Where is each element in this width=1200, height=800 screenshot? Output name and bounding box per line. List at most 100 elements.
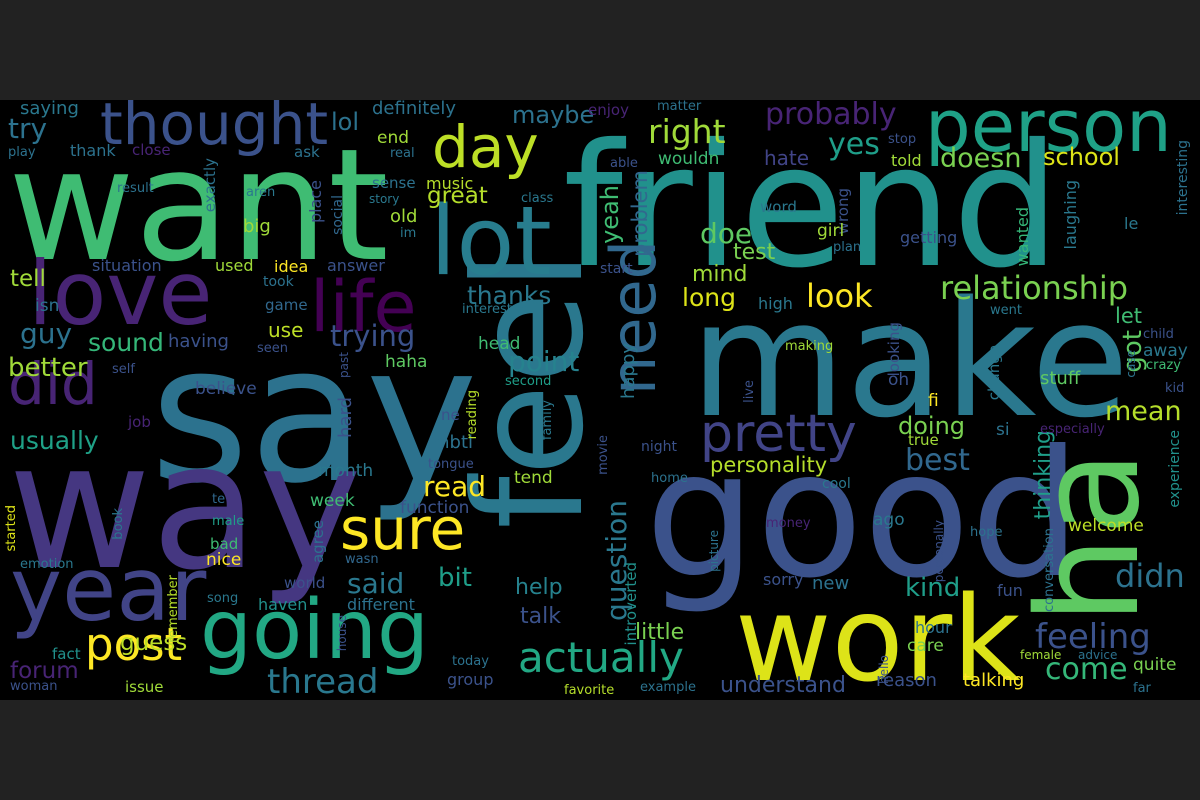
word-te: te xyxy=(212,492,226,507)
word-talk: talk xyxy=(520,604,561,629)
word-song: song xyxy=(207,591,239,606)
word-able: able xyxy=(610,156,638,171)
word-said: said xyxy=(347,567,405,600)
word-welcome: welcome xyxy=(1068,516,1144,536)
word-emotion: emotion xyxy=(20,557,74,572)
word-world: world xyxy=(284,574,326,592)
word-saying: saying xyxy=(20,100,79,119)
word-sense: sense xyxy=(372,174,416,192)
word-good: good xyxy=(645,414,1082,617)
word-group: group xyxy=(447,670,494,689)
word-probably: probably xyxy=(765,100,897,132)
word-nice: nice xyxy=(206,550,242,570)
word-personally: personally xyxy=(932,520,946,583)
word-relationship: relationship xyxy=(940,269,1129,307)
word-bad: bad xyxy=(210,535,239,553)
word-story: story xyxy=(369,192,400,206)
word-week: week xyxy=(310,491,355,511)
word-hate: hate xyxy=(764,146,810,170)
word-day: day xyxy=(432,113,539,181)
word-point: point xyxy=(508,345,580,378)
word-play: play xyxy=(8,145,36,160)
word-wanted: wanted xyxy=(1013,207,1032,267)
word-result: result xyxy=(117,181,154,196)
word-took: took xyxy=(263,274,294,290)
word-didn: didn xyxy=(1115,557,1185,595)
word-oh: oh xyxy=(888,370,910,390)
word-thought: thought xyxy=(100,100,329,158)
word-quite: quite xyxy=(1133,655,1177,675)
word-test: test xyxy=(733,240,776,265)
word-bit: bit xyxy=(438,563,472,593)
word-favorite: favorite xyxy=(564,683,615,698)
word-haven: haven xyxy=(258,595,308,614)
word-word: word xyxy=(760,198,797,216)
word-game: game xyxy=(265,296,308,314)
word-far: far xyxy=(1133,681,1151,696)
word-introverted: introverted xyxy=(622,562,640,646)
word-advice: advice xyxy=(1078,648,1118,662)
word-talking: talking xyxy=(963,670,1025,691)
word-mind: mind xyxy=(692,262,748,287)
word-job: job xyxy=(128,413,151,431)
word-change: change xyxy=(985,345,1003,401)
word-le: le xyxy=(1124,214,1139,233)
word-doesn: doesn xyxy=(940,143,1022,174)
word-close: close xyxy=(132,141,171,159)
word-love: love xyxy=(28,242,213,345)
word-matter: matter xyxy=(657,100,702,114)
word-crazy: crazy xyxy=(1146,358,1181,373)
word-true: true xyxy=(908,431,939,449)
word-kid: kid xyxy=(1165,381,1185,396)
word-family: family xyxy=(540,400,555,441)
word-little: little xyxy=(635,620,685,645)
word-getting: getting xyxy=(900,228,958,247)
word-tend: tend xyxy=(514,468,553,488)
word-forum: forum xyxy=(10,658,79,684)
word-told: told xyxy=(891,151,922,170)
word-fact: fact xyxy=(52,645,81,663)
word-female: female xyxy=(1020,648,1062,662)
word-situation: situation xyxy=(92,256,162,275)
word-actually: actually xyxy=(518,633,684,682)
word-si: si xyxy=(996,420,1010,440)
word-exactly: exactly xyxy=(201,158,219,213)
word-guess: guess xyxy=(120,630,188,656)
word-ago: ago xyxy=(873,510,905,530)
word-personality: personality xyxy=(710,453,828,477)
word-function: function xyxy=(400,498,470,518)
word-home: home xyxy=(651,471,688,486)
word-want: want xyxy=(8,115,389,296)
word-sorry: sorry xyxy=(763,570,804,589)
word-experience: experience xyxy=(1167,430,1183,508)
word-lol: lol xyxy=(331,108,360,136)
word-hour: hour xyxy=(915,618,952,637)
word-haha: haha xyxy=(385,352,428,372)
word-away: away xyxy=(1143,341,1188,361)
word-ne: ne xyxy=(441,406,460,424)
word-pretty: pretty xyxy=(700,404,857,464)
word-fun: fun xyxy=(997,581,1023,600)
word-going: going xyxy=(200,583,430,678)
word-end: end xyxy=(377,128,410,148)
word-try: try xyxy=(8,112,48,145)
word-agree: agree xyxy=(309,520,327,564)
word-house: house xyxy=(335,615,349,652)
word-mean: mean xyxy=(1105,396,1182,427)
word-kind: kind xyxy=(905,573,961,603)
word-start: start xyxy=(600,261,633,277)
word-cool: cool xyxy=(822,476,851,492)
word-doing: doing xyxy=(898,412,966,440)
word-thank: thank xyxy=(70,141,116,160)
word-big: big xyxy=(243,216,271,237)
word-plan: plan xyxy=(833,240,862,255)
word-person: person xyxy=(925,100,1172,168)
word-feeling: feeling xyxy=(1035,617,1151,657)
word-went: went xyxy=(990,303,1022,318)
word-understand: understand xyxy=(720,673,846,698)
word-usually: usually xyxy=(10,426,99,455)
word-isn: isn xyxy=(35,296,60,316)
word-real: real xyxy=(390,146,415,161)
word-class: class xyxy=(521,191,554,206)
word-picture: picture xyxy=(707,530,721,572)
